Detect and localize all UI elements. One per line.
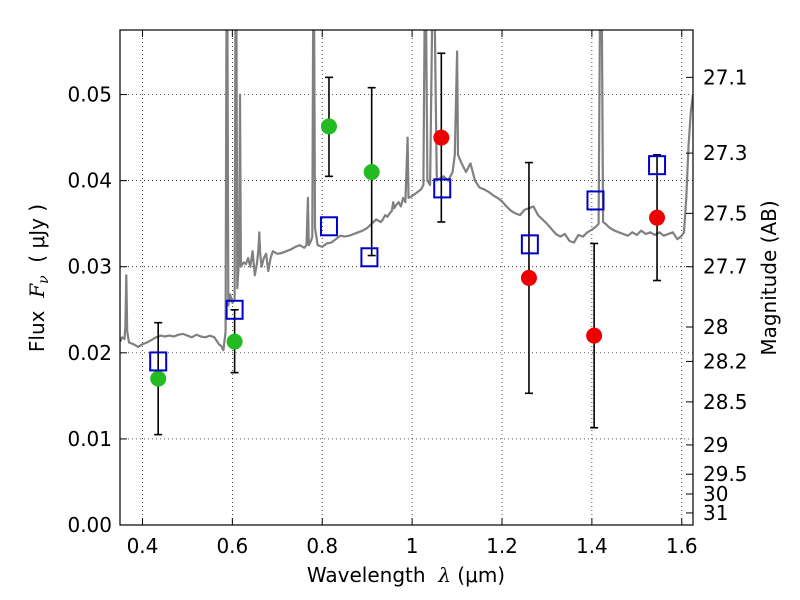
y2-tick-label: 27.3	[703, 141, 748, 165]
model-spectrum	[120, 30, 693, 352]
y2-tick-label: 27.5	[703, 201, 748, 225]
model-box-point	[586, 190, 605, 211]
y-axis-label: Flux Fν ( μJy )	[25, 204, 52, 352]
y-tick-label: 0.01	[67, 427, 112, 451]
green-data-point	[320, 118, 337, 135]
model-box-point	[360, 247, 379, 268]
y2-tick-label: 29.5	[703, 462, 748, 486]
y2-tick-label: 27.1	[703, 65, 748, 89]
x-tick-label: 1.6	[666, 534, 698, 558]
red-data-point	[520, 269, 537, 286]
x-tick-label: 0.4	[127, 534, 159, 558]
green-data-point	[363, 164, 380, 181]
grid-lines	[120, 30, 693, 526]
y2-tick-label: 28.2	[703, 349, 748, 373]
model-box-point	[520, 234, 539, 255]
x-tick-label: 1.2	[486, 534, 518, 558]
y2-axis-label: Magnitude (AB)	[757, 200, 781, 355]
y2-tick-label: 29	[703, 433, 728, 457]
y2-tick-label: 31	[703, 501, 728, 525]
red-data-point	[649, 209, 666, 226]
x-axis-label: Wavelength λ (μm)	[307, 563, 505, 587]
green-data-point	[150, 370, 167, 387]
x-tick-label: 1.4	[576, 534, 608, 558]
y-tick-label: 0.03	[67, 255, 112, 279]
plot-frame	[119, 29, 694, 526]
axis-ticks: 0.4 0.6 0.8 1 1.2 1.4 1.6 0.00 0.01 0.02 0.03 0.04 0…	[67, 30, 748, 558]
model-box-point	[433, 178, 452, 199]
x-tick-label: 0.6	[216, 534, 248, 558]
y-tick-label: 0.00	[67, 513, 112, 537]
y2-tick-label: 30	[703, 482, 728, 506]
y-tick-label: 0.02	[67, 341, 112, 365]
y-tick-label: 0.05	[67, 83, 112, 107]
model-box-point	[319, 216, 338, 237]
y2-tick-label: 28.5	[703, 390, 748, 414]
model-spectrum-line	[120, 30, 693, 352]
green-data-point	[226, 333, 243, 350]
model-box-point	[225, 299, 244, 320]
y2-tick-label: 27.7	[703, 255, 748, 279]
x-tick-label: 1	[406, 534, 419, 558]
red-data-point	[433, 129, 450, 146]
y2-tick-label: 28	[703, 315, 728, 339]
model-box-point	[149, 351, 168, 372]
data-markers	[149, 52, 667, 436]
y-tick-label: 0.04	[67, 169, 112, 193]
model-box-point	[648, 155, 667, 176]
x-tick-label: 0.8	[306, 534, 338, 558]
red-data-point	[586, 327, 603, 344]
plot-background	[120, 30, 693, 525]
